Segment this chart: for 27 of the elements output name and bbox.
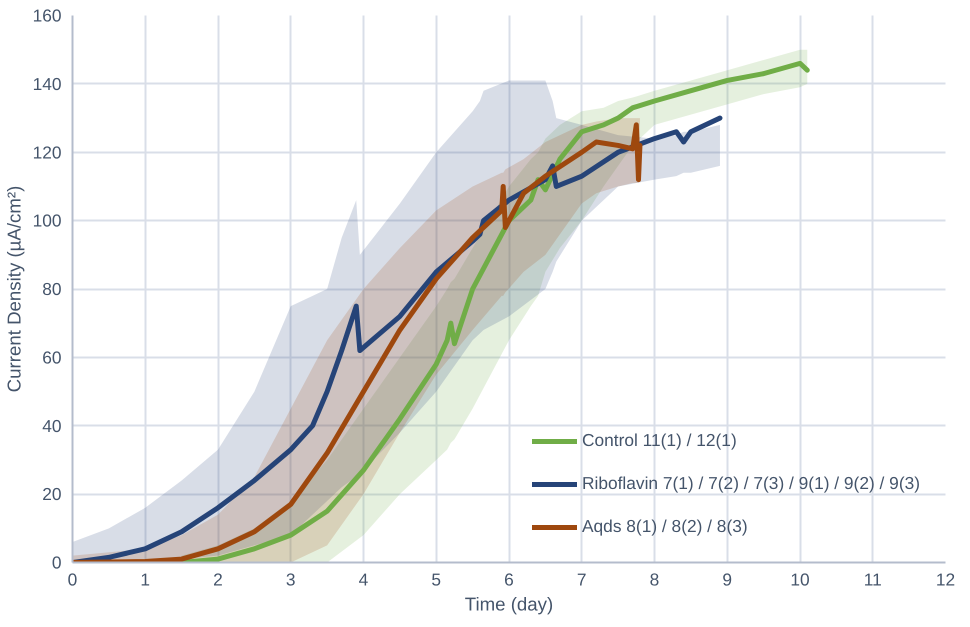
x-tick-label: 5 <box>431 570 442 590</box>
x-tick-label: 8 <box>650 570 660 590</box>
x-tick-label: 11 <box>864 570 882 590</box>
x-axis-title: Time (day) <box>464 594 554 614</box>
y-tick-label: 100 <box>32 210 62 231</box>
y-tick-label: 160 <box>32 6 62 26</box>
y-axis-title: Current Density (µA/cm²) <box>4 186 25 392</box>
x-tick-label: 1 <box>140 570 150 590</box>
y-tick-label: 60 <box>42 347 62 368</box>
x-tick-label: 9 <box>722 570 732 590</box>
x-tick-label: 10 <box>790 570 810 590</box>
x-tick-label: 2 <box>213 570 223 590</box>
y-tick-label: 20 <box>42 484 62 504</box>
legend-label: Control 11(1) / 12(1) <box>582 430 737 451</box>
y-tick-label: 120 <box>32 142 62 162</box>
legend-label: Riboflavin 7(1) / 7(2) / 7(3) / 9(1) / 9(2) / 9(3) <box>582 473 920 494</box>
x-tick-label: 12 <box>936 570 956 590</box>
x-tick-label: 7 <box>576 570 587 590</box>
y-tick-label: 0 <box>52 552 62 572</box>
y-tick-label: 140 <box>32 74 62 94</box>
y-tick-label: 80 <box>42 279 62 299</box>
x-tick-label: 3 <box>286 570 296 590</box>
legend-label: Aqds 8(1) / 8(2) / 8(3) <box>582 516 748 537</box>
x-tick-label: 6 <box>504 570 514 590</box>
x-tick-label: 4 <box>358 570 369 590</box>
x-tick-label: 0 <box>68 570 78 590</box>
y-tick-label: 40 <box>42 416 62 436</box>
